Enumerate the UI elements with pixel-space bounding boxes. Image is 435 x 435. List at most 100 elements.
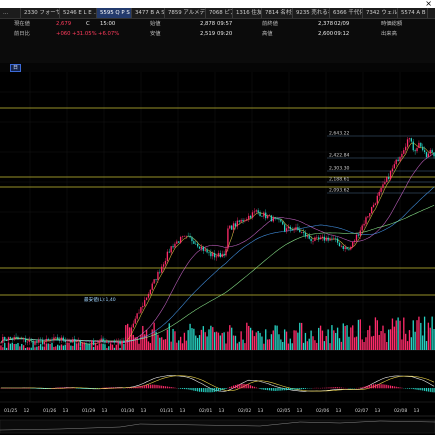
macd-histogram-bar (91, 388, 93, 389)
volume-bar (85, 343, 87, 350)
symbol-tab[interactable]: 7814 名村造船 (262, 8, 293, 18)
volume-bar (365, 337, 367, 350)
macd-histogram-bar (93, 388, 95, 389)
window-titlebar: × (0, 0, 435, 8)
macd-histogram-bar (422, 388, 424, 391)
date-tick-label: 01/30 (121, 408, 134, 414)
macd-histogram-bar (380, 384, 382, 389)
volume-bar (263, 343, 265, 350)
macd-histogram-bar (408, 388, 411, 389)
candle-body (282, 221, 284, 225)
candle-body (412, 141, 414, 151)
low-price-label: 安値 (150, 31, 161, 37)
symbol-tab[interactable]: 5574 A B E... (398, 8, 428, 18)
volume-bar (236, 343, 239, 350)
candle-body (265, 212, 267, 219)
candle-body (365, 217, 367, 224)
macd-histogram-bar (331, 387, 333, 389)
macd-histogram-bar (248, 384, 250, 389)
date-tick-label: 12 (24, 408, 30, 414)
symbol-tab[interactable]: 3477 B A S E (132, 8, 165, 18)
period-day-button[interactable]: 日 (10, 64, 22, 72)
macd-histogram-bar (183, 388, 185, 390)
volume-bar (155, 331, 157, 350)
volume-bar (161, 337, 163, 350)
symbol-tab[interactable]: 6366 千代化... (330, 8, 363, 18)
volume-bar (393, 326, 395, 350)
candle-body (68, 341, 70, 342)
volume-bar (57, 344, 59, 350)
price-level-label: 2,643.22 (329, 131, 350, 137)
volume-bar (43, 346, 46, 350)
macd-histogram-bar (229, 386, 231, 389)
volume-bar (2, 347, 4, 350)
volume-bar (19, 346, 21, 350)
candle-body (15, 336, 17, 338)
volume-bar (30, 347, 32, 350)
candle-body (255, 210, 257, 212)
candle-body (28, 340, 30, 342)
date-tick-label: 02/07 (355, 408, 368, 414)
volume-bar (102, 343, 104, 350)
volume-bar (363, 341, 365, 350)
volume-bar (248, 325, 250, 350)
symbol-tab[interactable]: 5595 Q P S ... (97, 8, 132, 18)
volume-bar (304, 332, 307, 350)
close-icon[interactable]: × (425, 0, 432, 8)
macd-histogram-bar (401, 387, 403, 389)
symbol-tab[interactable]: 7068 ピアズ (206, 8, 233, 18)
candle-body (161, 266, 163, 273)
candle-body (60, 337, 63, 341)
symbol-tab[interactable]: 7859 アルメディ... (165, 8, 206, 18)
symbol-tab[interactable]: 9235 売れるネ... (293, 8, 330, 18)
candle-body (388, 176, 390, 179)
macd-histogram-bar (393, 386, 395, 389)
macd-histogram-bar (140, 385, 142, 389)
macd-histogram-bar (270, 388, 272, 391)
price-chart[interactable]: 2,643.22 2,422.84 2,303.30 2,188.61 2,093.62… (0, 72, 435, 435)
date-tick-label: 13 (63, 408, 69, 414)
candle-body (263, 212, 265, 217)
candle-body (289, 226, 291, 230)
candle-body (357, 234, 360, 236)
candle-body (98, 340, 100, 343)
volume-bar (153, 322, 155, 350)
macd-histogram-bar (278, 388, 280, 391)
volume-bar (185, 340, 187, 350)
symbol-tab[interactable]: 7342 ウェルス... (363, 8, 398, 18)
macd-histogram-bar (405, 388, 407, 389)
candle-body (181, 236, 184, 238)
macd-histogram-bar (410, 388, 412, 389)
macd-histogram-bar (242, 383, 244, 389)
volume-bar (329, 343, 331, 350)
change-label: 前日比 (14, 31, 30, 37)
candle-body (359, 230, 361, 236)
volume-bar (287, 343, 290, 350)
volume-bar (7, 342, 10, 350)
candle-body (125, 336, 127, 344)
macd-histogram-bar (259, 388, 261, 389)
symbol-tab[interactable]: 5246 E L E ... (60, 8, 97, 18)
macd-histogram-bar (40, 388, 42, 389)
candle-body (429, 150, 431, 154)
symbol-tab[interactable]: ... (0, 8, 21, 18)
date-tick-label: 13 (180, 408, 186, 414)
volume-bar (104, 344, 106, 350)
macd-histogram-bar (272, 388, 274, 391)
macd-histogram-bar (367, 385, 369, 389)
date-tick-label: 02/01 (199, 408, 212, 414)
symbol-tab[interactable]: 2330 フォーサ... (21, 8, 60, 18)
candle-body (55, 337, 57, 338)
candle-body (5, 340, 8, 341)
macd-histogram-bar (146, 384, 148, 389)
volume-bar (231, 327, 233, 350)
candle-body (274, 217, 276, 219)
volume-bar (270, 334, 273, 350)
candle-body (340, 245, 343, 247)
symbol-tab[interactable]: 1316 住友ＨＤ (233, 8, 262, 18)
volume-bar (425, 341, 428, 350)
candle-body (287, 226, 290, 229)
volume-bar (179, 336, 182, 350)
candle-body (431, 150, 433, 153)
candle-body (134, 318, 136, 324)
